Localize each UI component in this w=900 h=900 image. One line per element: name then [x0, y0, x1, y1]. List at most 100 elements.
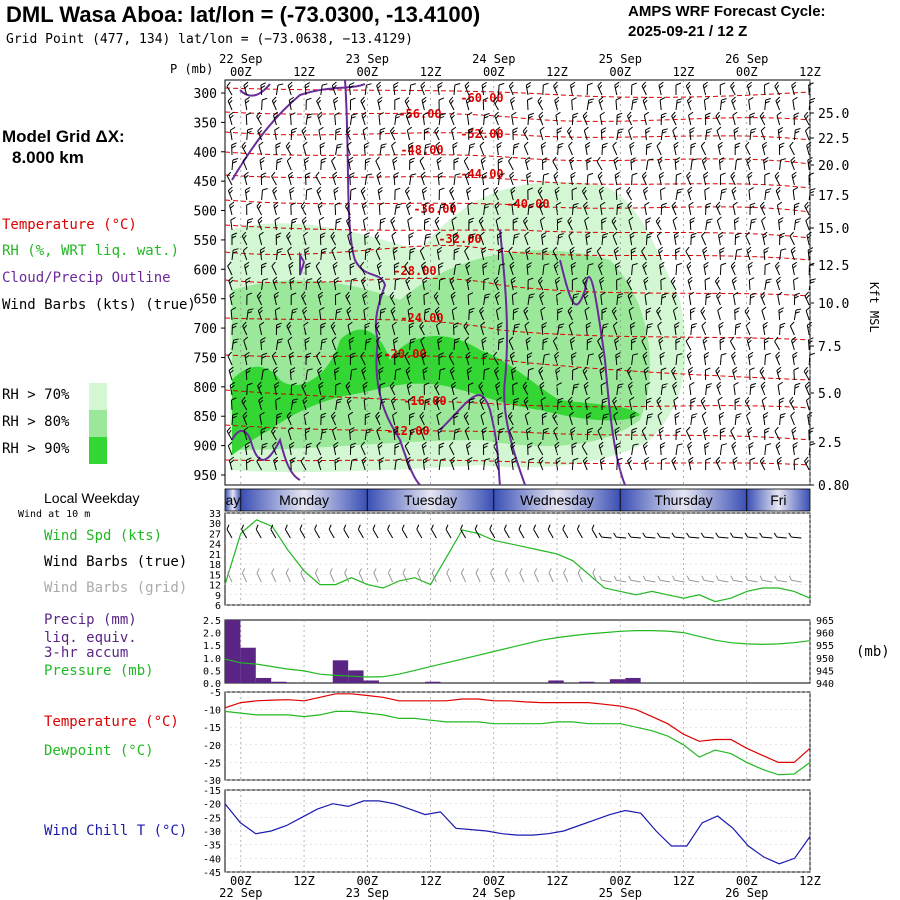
wind-barb-grid	[599, 575, 612, 583]
wind-barb	[360, 186, 366, 201]
wind-barb	[228, 366, 234, 381]
wind-barb-grid	[256, 568, 262, 583]
bottom-hour-label: 00Z	[609, 874, 631, 888]
wind-barb-grid	[745, 575, 758, 583]
wind-barb	[790, 246, 796, 261]
wind-barb	[466, 111, 473, 126]
wind-barb	[629, 231, 635, 246]
wind-barb	[672, 306, 679, 321]
wind-barb	[705, 128, 713, 141]
wind-barb	[334, 457, 340, 471]
wind-barb	[319, 232, 326, 246]
wind-barb	[376, 426, 382, 441]
wind-barb	[731, 96, 737, 111]
wind-barb	[246, 382, 253, 396]
cloud-outline-legend: Cloud/Precip Outline	[2, 270, 171, 286]
wind-barb	[273, 291, 279, 306]
wind-barb	[775, 351, 781, 366]
wind-barb	[672, 381, 678, 396]
wind-barb	[451, 306, 458, 321]
wind-barb	[689, 217, 696, 231]
wind-barb	[378, 457, 385, 471]
wind-barb	[334, 202, 341, 216]
wind-barb	[729, 336, 736, 351]
wind-barb	[287, 426, 293, 441]
wind-barb	[482, 97, 489, 111]
model-grid-value: 8.000 km	[12, 148, 84, 167]
wind-barb	[362, 216, 369, 231]
wind-barb	[527, 203, 535, 216]
wind-barb	[597, 261, 603, 276]
wind-barb	[508, 336, 514, 351]
wind-barb	[571, 367, 578, 381]
cloud-outline	[439, 394, 501, 486]
wind-barb	[375, 411, 381, 426]
pressure-tick-label: 550	[194, 234, 217, 249]
wind-barb	[492, 351, 499, 366]
wind-barb	[793, 218, 801, 231]
wind-barb-grid	[686, 575, 700, 583]
wind-barb	[483, 113, 490, 126]
wind-barb	[246, 308, 254, 321]
wind-barb	[244, 441, 251, 456]
cloud-outline	[231, 430, 301, 481]
wind-barb	[449, 186, 455, 201]
temperature-contour	[224, 245, 811, 261]
temperature-contour-label: -28.00	[393, 264, 436, 278]
wind-barb	[601, 142, 608, 156]
forecast-cycle-value: 2025-09-21 / 12 Z	[628, 23, 748, 40]
wind-barb	[626, 276, 633, 291]
wind-barb-true	[547, 524, 554, 539]
wind-barb	[778, 217, 784, 231]
wind-barb	[453, 83, 461, 96]
wind-barb	[243, 171, 249, 186]
wind-barb	[658, 171, 665, 186]
wind-barb	[275, 232, 282, 246]
wind-barb	[808, 337, 814, 351]
wind-speed-tick-label: 9	[215, 591, 221, 602]
wind-barb	[585, 322, 592, 336]
wind-barb	[452, 396, 458, 411]
temperature-tick-label: -30	[203, 776, 221, 787]
cloud-outline	[299, 251, 306, 276]
wind-barb	[256, 456, 263, 471]
wind-barb	[301, 381, 307, 396]
wind-barb	[261, 368, 269, 381]
wind-barb	[688, 201, 694, 216]
wind-barb	[732, 111, 738, 126]
wind-barb	[423, 127, 430, 140]
wind-barb	[305, 97, 312, 111]
wind-barb	[641, 426, 647, 441]
bottom-date-label: 26 Sep	[725, 886, 768, 900]
wind-barb	[359, 261, 366, 276]
wind-barb	[285, 141, 292, 156]
wind-barb	[716, 381, 722, 396]
wind-barb	[673, 141, 679, 156]
wind-barb	[330, 231, 337, 246]
wind-barb	[631, 427, 638, 441]
wind-barb	[452, 322, 459, 336]
wind-barb	[686, 261, 692, 276]
wind-barb	[641, 81, 647, 96]
wind-barb	[497, 428, 505, 441]
wind-barb	[675, 172, 682, 186]
temperature-frame	[224, 691, 811, 781]
wind-barb	[717, 141, 723, 156]
pressure-tick-label: 750	[194, 351, 217, 366]
bottom-hour-label: 12Z	[546, 874, 568, 888]
wind-barb	[389, 126, 396, 141]
wind-barb	[361, 366, 367, 381]
wind-barb	[670, 276, 677, 291]
wind-barb	[261, 442, 268, 456]
rh80-swatch	[89, 410, 107, 437]
wind-barb	[557, 307, 563, 321]
wind-speed-tick-label: 30	[209, 519, 221, 530]
wind-barb-true	[357, 524, 364, 539]
wind-barb-grid	[701, 575, 714, 583]
wind-barb	[227, 351, 233, 366]
wind-barb	[675, 337, 681, 351]
wind-barb	[537, 441, 544, 456]
wind-barb-grid	[613, 575, 627, 583]
wind-barb	[497, 322, 503, 336]
wind-barb	[745, 141, 751, 156]
